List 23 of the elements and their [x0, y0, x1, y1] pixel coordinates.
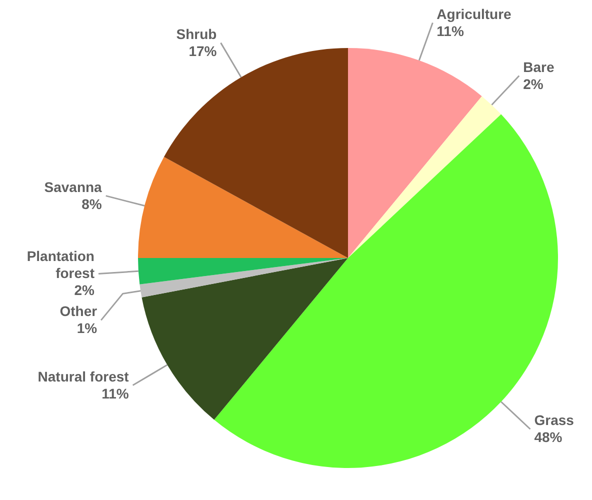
slice-label: Bare [523, 58, 554, 75]
pie-slice [138, 258, 348, 284]
slice-label: Grass [534, 412, 574, 428]
pie-slice [138, 156, 348, 258]
pie-slice [348, 96, 502, 258]
data-label: 17% [188, 42, 218, 59]
slice-label: Plantation forest [26, 248, 95, 282]
pie-slice [348, 48, 482, 258]
pie-slice [164, 48, 348, 258]
data-label: 11% [102, 385, 130, 402]
slice-label: Other [60, 303, 98, 320]
pie-slice [142, 258, 348, 420]
data-label: 1% [76, 320, 98, 336]
pie-slice [140, 258, 348, 298]
data-label: 11% [436, 22, 464, 39]
data-label: 2% [74, 282, 96, 298]
data-label: 2% [523, 76, 544, 92]
slice-label: Savanna [44, 178, 102, 195]
slice-label: Shrub [176, 26, 217, 42]
slice-label: Agriculture [436, 6, 512, 22]
data-label: 8% [82, 196, 102, 212]
data-label: 48% [534, 429, 563, 446]
slice-label: Natural forest [38, 368, 130, 384]
